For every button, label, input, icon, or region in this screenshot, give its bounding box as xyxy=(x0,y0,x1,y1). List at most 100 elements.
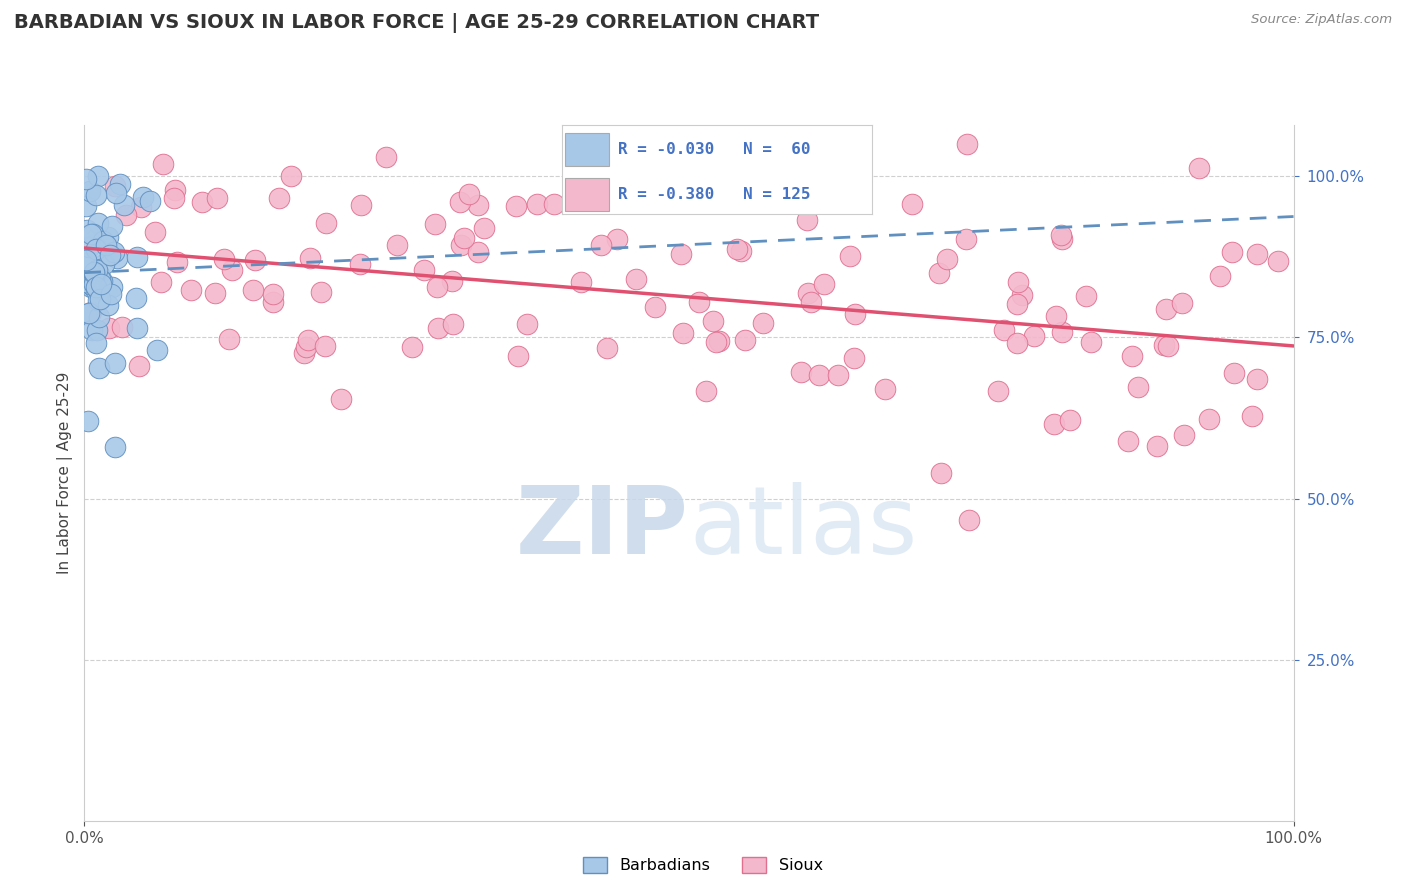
Point xyxy=(730,244,752,259)
Point xyxy=(243,252,266,267)
Point xyxy=(1171,295,1194,310)
Point xyxy=(80,227,103,241)
Point xyxy=(955,137,977,152)
Point xyxy=(80,305,103,319)
Point xyxy=(86,336,108,351)
Point xyxy=(82,227,104,241)
Text: R = -0.030   N =  60: R = -0.030 N = 60 xyxy=(619,143,811,157)
Point xyxy=(900,196,922,211)
Point xyxy=(262,294,284,309)
Point xyxy=(163,191,186,205)
Point xyxy=(467,198,489,212)
Point xyxy=(98,248,121,262)
Legend: Barbadians, Sioux: Barbadians, Sioux xyxy=(576,850,830,880)
Point xyxy=(1121,349,1143,363)
Point xyxy=(1049,228,1071,243)
Point xyxy=(100,287,122,301)
Point xyxy=(150,275,173,289)
Point xyxy=(97,229,120,244)
Point xyxy=(526,197,548,211)
Point xyxy=(214,252,236,267)
Point xyxy=(180,283,202,297)
Point xyxy=(77,414,100,428)
Point xyxy=(129,201,152,215)
Point xyxy=(262,287,284,301)
Point xyxy=(426,321,449,335)
Point xyxy=(374,150,396,164)
Point xyxy=(163,184,186,198)
Point xyxy=(707,334,730,348)
Point xyxy=(84,279,107,293)
Point xyxy=(221,262,243,277)
Point xyxy=(1157,339,1180,353)
Point xyxy=(935,252,957,266)
FancyBboxPatch shape xyxy=(565,178,609,211)
Point xyxy=(103,356,125,370)
Point xyxy=(108,178,131,192)
Point xyxy=(474,221,496,235)
Point xyxy=(83,272,105,286)
Point xyxy=(467,244,489,259)
Text: ZIP: ZIP xyxy=(516,483,689,574)
Point xyxy=(152,157,174,171)
Point xyxy=(453,231,475,245)
Point xyxy=(734,333,756,347)
Point xyxy=(104,178,127,193)
Point xyxy=(1080,334,1102,349)
Point xyxy=(292,346,315,360)
Point xyxy=(1220,245,1243,260)
Point xyxy=(506,349,529,363)
Point xyxy=(311,285,333,300)
Point xyxy=(1198,411,1220,425)
Point xyxy=(516,318,538,332)
Point xyxy=(96,238,118,252)
Point xyxy=(86,268,108,283)
Point xyxy=(450,237,472,252)
Point xyxy=(839,249,862,263)
Point xyxy=(1022,329,1045,343)
Point xyxy=(796,212,818,227)
Point xyxy=(104,440,127,454)
Point xyxy=(87,310,110,324)
Point xyxy=(827,368,849,382)
Point xyxy=(1156,301,1178,316)
Point xyxy=(297,333,319,347)
Point xyxy=(79,184,101,198)
Point xyxy=(457,187,479,202)
Point xyxy=(75,275,97,289)
Point xyxy=(789,365,811,379)
Point xyxy=(449,195,471,210)
Point xyxy=(425,279,447,293)
Point xyxy=(1153,337,1175,351)
Point xyxy=(1045,309,1067,323)
Point xyxy=(1173,428,1195,442)
Y-axis label: In Labor Force | Age 25-29: In Labor Force | Age 25-29 xyxy=(58,372,73,574)
Text: BARBADIAN VS SIOUX IN LABOR FORCE | AGE 25-29 CORRELATION CHART: BARBADIAN VS SIOUX IN LABOR FORCE | AGE … xyxy=(14,13,820,33)
Point xyxy=(128,359,150,373)
Point xyxy=(75,172,97,186)
Point xyxy=(413,262,436,277)
Point xyxy=(89,292,111,306)
Point xyxy=(1059,412,1081,426)
FancyBboxPatch shape xyxy=(565,133,609,166)
Point xyxy=(955,232,977,246)
Point xyxy=(125,250,148,264)
Point xyxy=(218,332,240,346)
Point xyxy=(993,323,1015,337)
Point xyxy=(75,307,97,321)
Point xyxy=(672,326,695,341)
Point xyxy=(77,305,100,319)
Point xyxy=(1209,269,1232,284)
Point xyxy=(83,281,105,295)
Point xyxy=(93,257,115,271)
Point xyxy=(569,275,592,289)
Point xyxy=(1007,275,1029,289)
Point xyxy=(595,341,617,355)
Point xyxy=(166,255,188,269)
Point xyxy=(844,307,866,321)
Point xyxy=(83,264,105,278)
Point xyxy=(87,293,110,307)
Point xyxy=(797,285,820,300)
Point xyxy=(280,169,302,183)
Point xyxy=(423,218,446,232)
